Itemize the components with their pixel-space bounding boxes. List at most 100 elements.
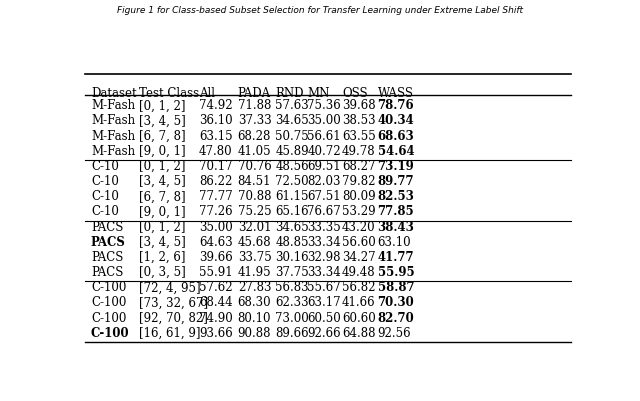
Text: 60.60: 60.60: [342, 311, 376, 324]
Text: 27.83: 27.83: [237, 281, 271, 294]
Text: PADA: PADA: [237, 87, 271, 100]
Text: 86.22: 86.22: [199, 175, 232, 188]
Text: 56.60: 56.60: [342, 235, 376, 248]
Text: 93.66: 93.66: [199, 326, 233, 339]
Text: PACS: PACS: [91, 250, 124, 263]
Text: MN: MN: [307, 87, 330, 100]
Text: 33.34: 33.34: [307, 265, 341, 278]
Text: 54.64: 54.64: [378, 144, 414, 158]
Text: [3, 4, 5]: [3, 4, 5]: [138, 235, 185, 248]
Text: C-100: C-100: [91, 326, 129, 339]
Text: 64.63: 64.63: [199, 235, 233, 248]
Text: 30.16: 30.16: [275, 250, 309, 263]
Text: 57.63: 57.63: [275, 99, 309, 112]
Text: 61.15: 61.15: [275, 190, 309, 203]
Text: PACS: PACS: [91, 220, 124, 233]
Text: 68.30: 68.30: [237, 296, 271, 309]
Text: OSS: OSS: [342, 87, 367, 100]
Text: 62.33: 62.33: [275, 296, 309, 309]
Text: [9, 0, 1]: [9, 0, 1]: [138, 205, 185, 218]
Text: M-Fash: M-Fash: [91, 99, 135, 112]
Text: 75.36: 75.36: [307, 99, 341, 112]
Text: 79.82: 79.82: [342, 175, 376, 188]
Text: Dataset: Dataset: [91, 87, 136, 100]
Text: 35.00: 35.00: [199, 220, 233, 233]
Text: 38.43: 38.43: [378, 220, 415, 233]
Text: 71.88: 71.88: [237, 99, 271, 112]
Text: 35.00: 35.00: [307, 114, 341, 127]
Text: 76.67: 76.67: [307, 205, 341, 218]
Text: 34.65: 34.65: [275, 114, 309, 127]
Text: 63.15: 63.15: [199, 130, 233, 142]
Text: [1, 2, 6]: [1, 2, 6]: [138, 250, 185, 263]
Text: 55.95: 55.95: [378, 265, 414, 278]
Text: 56.61: 56.61: [307, 130, 340, 142]
Text: M-Fash: M-Fash: [91, 114, 135, 127]
Text: 73.19: 73.19: [378, 160, 414, 172]
Text: 48.85: 48.85: [275, 235, 309, 248]
Text: 73.00: 73.00: [275, 311, 309, 324]
Text: C-100: C-100: [91, 281, 126, 294]
Text: PACS: PACS: [91, 265, 124, 278]
Text: 84.51: 84.51: [237, 175, 271, 188]
Text: 70.88: 70.88: [237, 190, 271, 203]
Text: 77.77: 77.77: [199, 190, 233, 203]
Text: 65.16: 65.16: [275, 205, 309, 218]
Text: [0, 1, 2]: [0, 1, 2]: [138, 220, 185, 233]
Text: 72.50: 72.50: [275, 175, 309, 188]
Text: [6, 7, 8]: [6, 7, 8]: [138, 190, 185, 203]
Text: 80.09: 80.09: [342, 190, 376, 203]
Text: [9, 0, 1]: [9, 0, 1]: [138, 144, 185, 158]
Text: 68.28: 68.28: [237, 130, 271, 142]
Text: All: All: [199, 87, 215, 100]
Text: 60.50: 60.50: [307, 311, 341, 324]
Text: 33.35: 33.35: [307, 220, 341, 233]
Text: [72, 4, 95]: [72, 4, 95]: [138, 281, 200, 294]
Text: 40.72: 40.72: [307, 144, 340, 158]
Text: 58.87: 58.87: [378, 281, 414, 294]
Text: 70.30: 70.30: [378, 296, 414, 309]
Text: C-100: C-100: [91, 296, 126, 309]
Text: 70.17: 70.17: [199, 160, 233, 172]
Text: Figure 1 for Class-based Subset Selection for Transfer Learning under Extreme La: Figure 1 for Class-based Subset Selectio…: [117, 6, 523, 15]
Text: 56.82: 56.82: [342, 281, 376, 294]
Text: [3, 4, 5]: [3, 4, 5]: [138, 114, 185, 127]
Text: 69.51: 69.51: [307, 160, 340, 172]
Text: 41.66: 41.66: [342, 296, 376, 309]
Text: 67.51: 67.51: [307, 190, 340, 203]
Text: 37.33: 37.33: [237, 114, 271, 127]
Text: 41.05: 41.05: [237, 144, 271, 158]
Text: 34.27: 34.27: [342, 250, 376, 263]
Text: 77.26: 77.26: [199, 205, 233, 218]
Text: 41.77: 41.77: [378, 250, 414, 263]
Text: 68.27: 68.27: [342, 160, 376, 172]
Text: C-10: C-10: [91, 205, 119, 218]
Text: M-Fash: M-Fash: [91, 144, 135, 158]
Text: C-10: C-10: [91, 160, 119, 172]
Text: 39.66: 39.66: [199, 250, 233, 263]
Text: 45.89: 45.89: [275, 144, 309, 158]
Text: [3, 4, 5]: [3, 4, 5]: [138, 175, 185, 188]
Text: 33.75: 33.75: [237, 250, 271, 263]
Text: 48.56: 48.56: [275, 160, 309, 172]
Text: 55.67: 55.67: [307, 281, 341, 294]
Text: 39.68: 39.68: [342, 99, 376, 112]
Text: C-10: C-10: [91, 175, 119, 188]
Text: 53.29: 53.29: [342, 205, 376, 218]
Text: 90.88: 90.88: [237, 326, 271, 339]
Text: 80.10: 80.10: [237, 311, 271, 324]
Text: 56.83: 56.83: [275, 281, 309, 294]
Text: 63.17: 63.17: [307, 296, 340, 309]
Text: 78.76: 78.76: [378, 99, 414, 112]
Text: [16, 61, 9]: [16, 61, 9]: [138, 326, 200, 339]
Text: 38.53: 38.53: [342, 114, 376, 127]
Text: 34.65: 34.65: [275, 220, 309, 233]
Text: 43.20: 43.20: [342, 220, 376, 233]
Text: 36.10: 36.10: [199, 114, 233, 127]
Text: 92.66: 92.66: [307, 326, 340, 339]
Text: 68.63: 68.63: [378, 130, 414, 142]
Text: 77.85: 77.85: [378, 205, 414, 218]
Text: 49.48: 49.48: [342, 265, 376, 278]
Text: 33.34: 33.34: [307, 235, 341, 248]
Text: 37.75: 37.75: [275, 265, 309, 278]
